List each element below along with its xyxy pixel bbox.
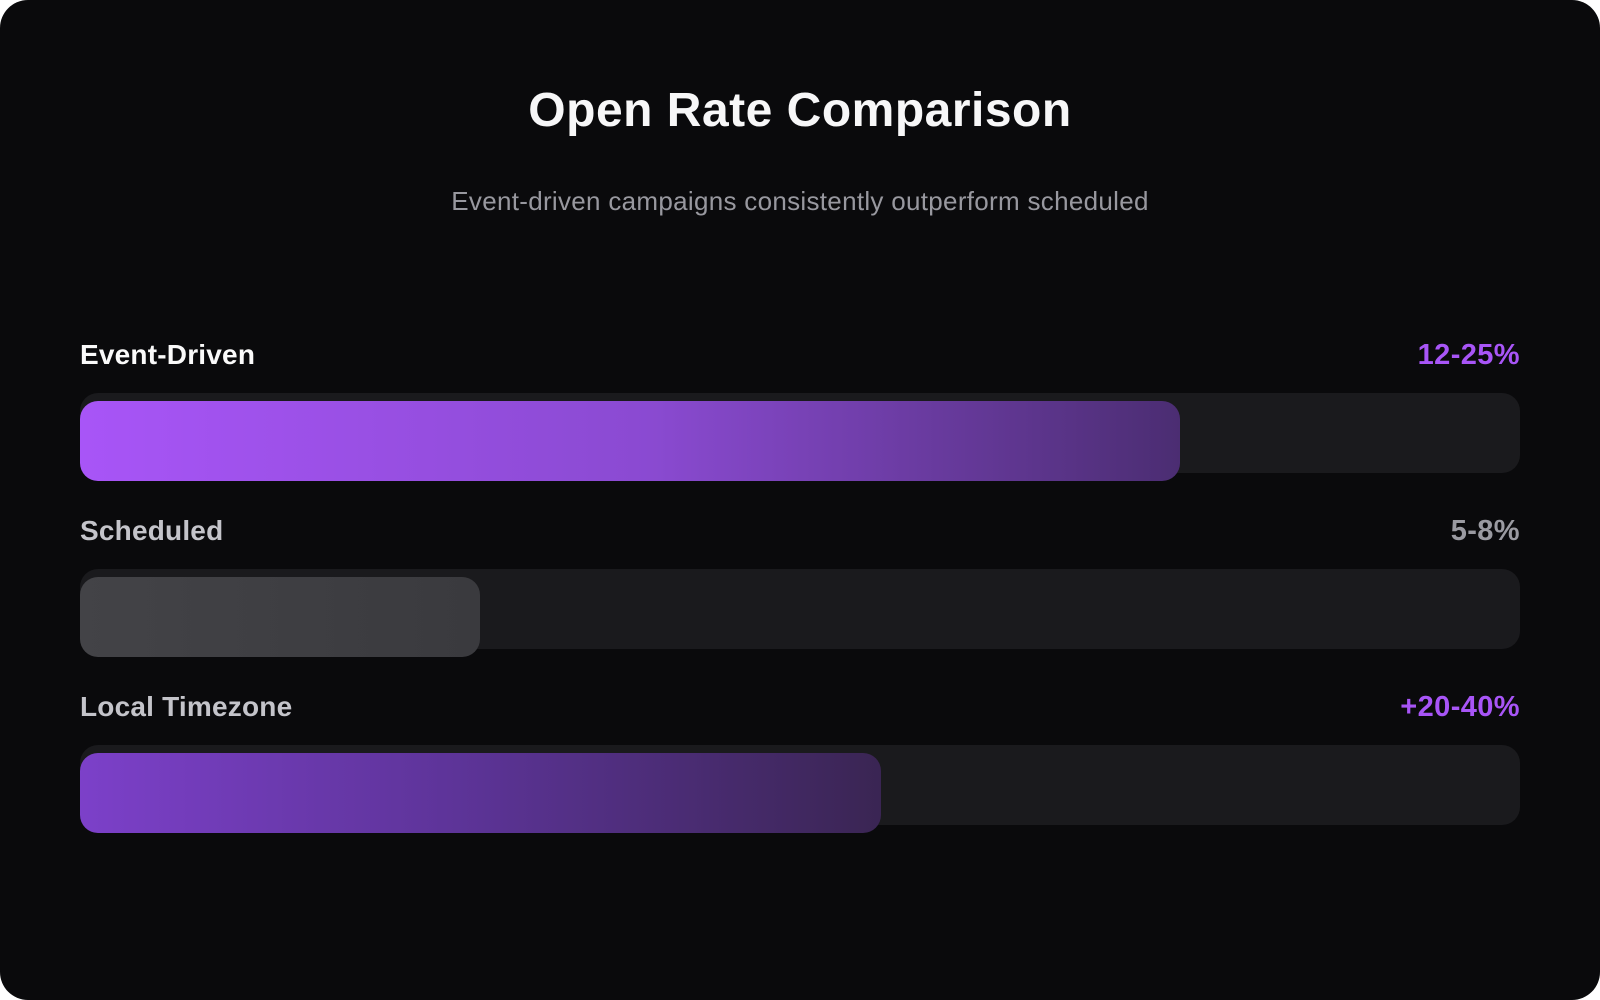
bar-track <box>80 392 1520 481</box>
bar-row-event-driven: Event-Driven 12-25% <box>80 339 1520 481</box>
bar-fill <box>80 752 881 833</box>
bar-label: Scheduled <box>80 514 224 546</box>
page-title: Open Rate Comparison <box>528 84 1072 137</box>
bar-track <box>80 744 1520 833</box>
page-subtitle: Event-driven campaigns consistently outp… <box>451 185 1149 216</box>
bar-value: +20-40% <box>1400 690 1520 723</box>
bar-row-scheduled: Scheduled 5-8% <box>80 515 1520 657</box>
row-header: Local Timezone +20-40% <box>80 691 1520 725</box>
bar-value: 12-25% <box>1417 338 1520 371</box>
bar-label: Event-Driven <box>80 338 256 370</box>
bar-row-local-timezone: Local Timezone +20-40% <box>80 691 1520 833</box>
bar-label: Local Timezone <box>80 690 293 722</box>
row-header: Scheduled 5-8% <box>80 515 1520 549</box>
bar-fill <box>80 400 1181 481</box>
bar-track <box>80 568 1520 657</box>
card-header: Open Rate Comparison Event-driven campai… <box>0 0 1600 217</box>
bar-chart: Event-Driven 12-25% Scheduled 5-8% Local… <box>80 339 1520 833</box>
bar-value: 5-8% <box>1450 514 1520 547</box>
bar-fill <box>80 576 481 657</box>
row-header: Event-Driven 12-25% <box>80 339 1520 373</box>
